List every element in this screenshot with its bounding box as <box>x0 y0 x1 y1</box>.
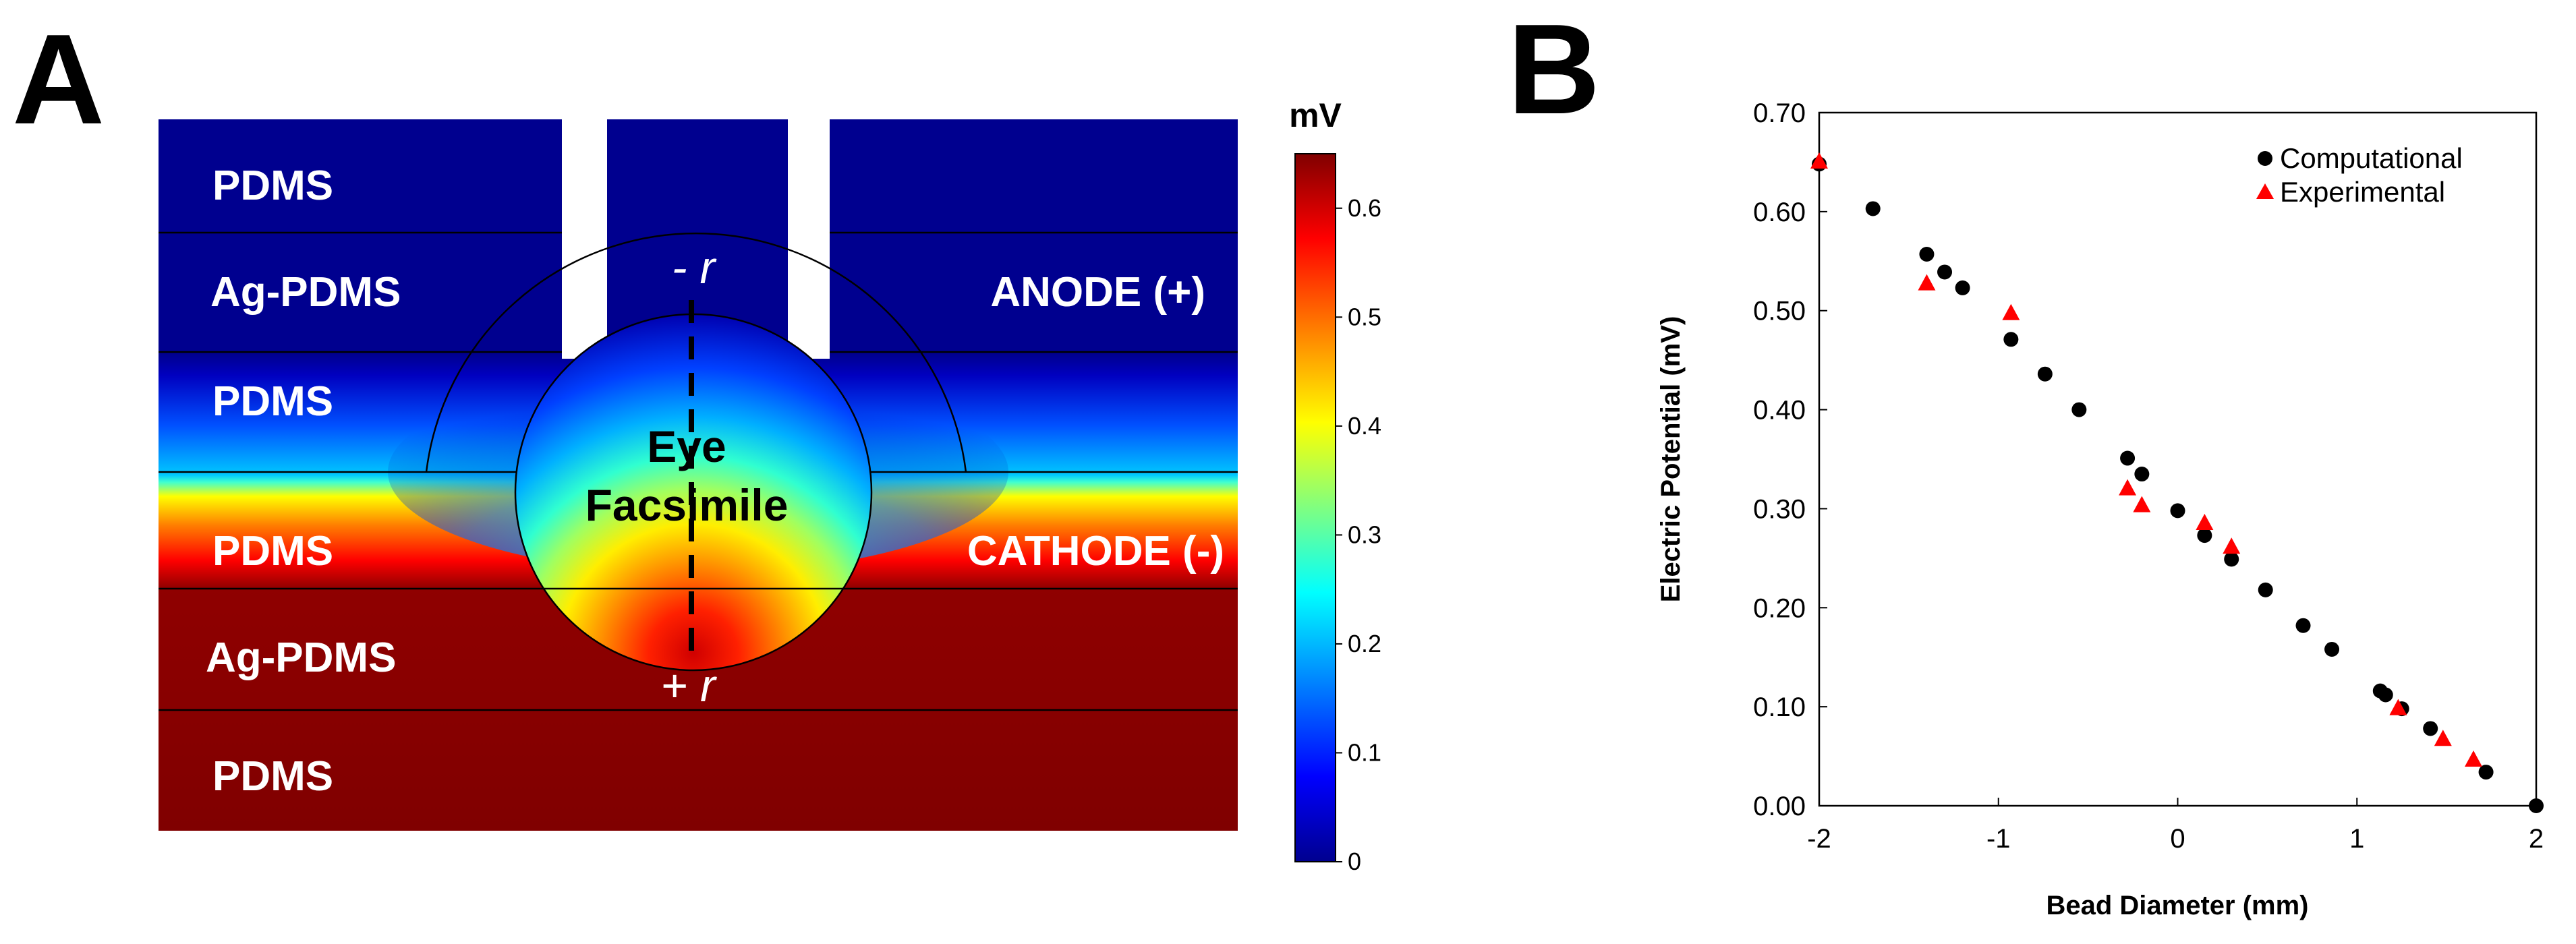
y-tick-label: 0.10 <box>1753 692 1806 722</box>
legend-label-experimental: Experimental <box>2280 176 2445 208</box>
point-computational <box>1865 201 1881 216</box>
legend: Computational Experimental <box>2256 142 2463 208</box>
y-tick-label: 0.00 <box>1753 792 1806 821</box>
layer-label-pdms-4: PDMS <box>212 753 333 800</box>
point-computational <box>2295 618 2311 633</box>
panel-b-letter: B <box>1508 0 1600 141</box>
point-experimental <box>2133 496 2151 512</box>
point-computational <box>2197 528 2212 543</box>
eye-label-line1: Eye <box>647 421 726 471</box>
point-experimental <box>2223 537 2241 554</box>
point-experimental <box>1810 152 1828 169</box>
x-tick-label: 2 <box>2529 824 2544 854</box>
x-tick-label: -1 <box>1986 824 2011 854</box>
point-computational <box>2224 552 2239 567</box>
colorbar-tick-label: 0.6 <box>1348 194 1381 222</box>
point-computational <box>2258 582 2273 597</box>
point-experimental <box>2434 730 2452 746</box>
point-computational <box>2003 332 2019 347</box>
x-tick-label: -2 <box>1807 824 1831 854</box>
y-tick-label: 0.60 <box>1753 198 1806 227</box>
colorbar-tick-label: 0.4 <box>1348 412 1381 440</box>
x-axis-label: Bead Diameter (mm) <box>2046 891 2308 920</box>
point-computational <box>2324 641 2340 657</box>
point-computational <box>2478 765 2494 780</box>
layer-label-ag-pdms-2: Ag-PDMS <box>206 635 396 681</box>
colorbar-gradient <box>1294 153 1336 862</box>
legend-marker-experimental <box>2256 183 2274 199</box>
electrode-gap-left <box>562 119 607 359</box>
legend-label-computational: Computational <box>2280 142 2463 174</box>
layer-label-ag-pdms-1: Ag-PDMS <box>210 269 401 316</box>
point-experimental <box>2196 514 2214 531</box>
data-points <box>1810 152 2544 813</box>
point-computational <box>1955 280 1970 295</box>
y-tick-label: 0.50 <box>1753 297 1806 326</box>
x-tick-label: 0 <box>2170 824 2185 854</box>
colorbar-tick-label: 0.5 <box>1348 303 1381 330</box>
plus-r-label: + r <box>660 660 717 711</box>
y-axis-label: Electric Potential (mV) <box>1656 316 1686 603</box>
scatter-chart: 0.000.100.200.300.400.500.600.70-2 -1 0 1 2 … <box>1656 98 2544 920</box>
panel-a-letter: A <box>12 8 105 151</box>
y-tick-label: 0.30 <box>1753 494 1806 524</box>
layer-label-pdms-3: PDMS <box>212 528 333 574</box>
point-computational <box>2423 721 2438 736</box>
x-tick-label: 1 <box>2349 824 2364 854</box>
electrode-gap-right <box>788 119 830 359</box>
point-computational <box>1937 264 1953 280</box>
anode-label: ANODE (+) <box>990 269 1205 316</box>
layer-label-pdms-1: PDMS <box>212 163 333 209</box>
colorbar: mV 0 0.1 0.2 0.3 0.4 0.5 0.6 <box>1289 96 1381 875</box>
point-experimental <box>2002 303 2020 320</box>
colorbar-tick-label: 0.1 <box>1348 738 1381 766</box>
cathode-label: CATHODE (-) <box>967 528 1224 574</box>
point-computational <box>1919 247 1935 262</box>
eye-label-line2: Facsimile <box>585 480 789 530</box>
cavity-outline <box>425 232 967 473</box>
y-tick-label: 0.70 <box>1753 98 1806 128</box>
colorbar-tick-label: 0.3 <box>1348 521 1381 548</box>
legend-marker-computational <box>2258 151 2272 166</box>
point-experimental <box>2119 479 2137 496</box>
point-experimental <box>2389 699 2407 715</box>
point-experimental <box>1918 274 1936 291</box>
point-computational <box>2134 467 2150 482</box>
colorbar-unit: mV <box>1289 96 1342 134</box>
point-computational <box>2170 503 2185 519</box>
y-tick-label: 0.20 <box>1753 593 1806 623</box>
point-computational <box>2071 402 2087 417</box>
point-computational <box>2120 450 2136 466</box>
simulation-domain <box>159 119 1238 831</box>
plot-frame <box>1818 111 2538 807</box>
colorbar-tick-label: 0.2 <box>1348 630 1381 657</box>
layer-label-pdms-2: PDMS <box>212 378 333 425</box>
minus-r-label: - r <box>672 242 717 293</box>
point-computational <box>2378 687 2393 703</box>
colorbar-ticks: 0 0.1 0.2 0.3 0.4 0.5 0.6 <box>1336 194 1381 875</box>
point-computational <box>2529 798 2544 813</box>
colorbar-tick-label: 0 <box>1348 848 1361 875</box>
y-tick-label: 0.40 <box>1753 396 1806 425</box>
point-experimental <box>2464 750 2482 767</box>
axes: 0.00 0.10 0.20 0.30 0.40 0.50 0.60 0.70 -2 -1 0 1 2 <box>1753 98 2544 854</box>
point-computational <box>2037 366 2053 382</box>
